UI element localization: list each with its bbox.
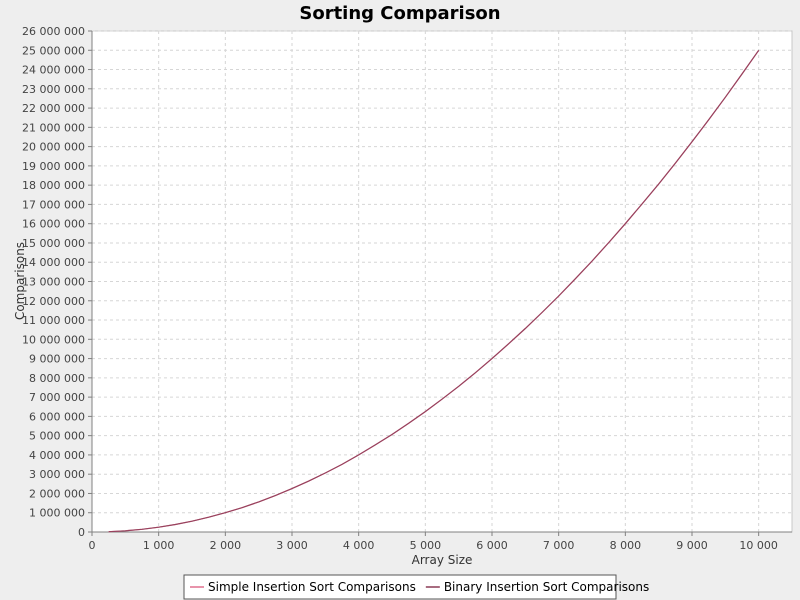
y-tick-label: 2 000 000 <box>29 487 85 500</box>
x-tick-label: 10 000 <box>739 539 778 552</box>
legend: Simple Insertion Sort Comparisons Binary … <box>183 574 649 600</box>
axes: 0 1 000 2 000 3 000 4 000 5 000 6 000 7 000 8 00… <box>22 25 792 552</box>
x-tick-label: 3 000 <box>276 539 308 552</box>
x-tick-label: 8 000 <box>610 539 642 552</box>
y-tick-label: 11 000 000 <box>22 314 85 327</box>
y-tick-label: 22 000 000 <box>22 102 85 115</box>
x-tick-label: 1 000 <box>143 539 175 552</box>
y-tick-label: 20 000 000 <box>22 141 85 154</box>
y-tick-label: 25 000 000 <box>22 44 85 57</box>
y-tick-label: 3 000 000 <box>29 468 85 481</box>
y-tick-label: 17 000 000 <box>22 198 85 211</box>
y-tick-label: 19 000 000 <box>22 160 85 173</box>
chart-title: Sorting Comparison <box>299 3 500 24</box>
x-tick-label: 9 000 <box>676 539 708 552</box>
legend-box <box>183 574 617 600</box>
x-tick-label: 6 000 <box>476 539 508 552</box>
y-tick-label: 7 000 000 <box>29 391 85 404</box>
grid-lines <box>91 30 792 533</box>
y-tick-label: 23 000 000 <box>22 83 85 96</box>
x-tick-label: 0 <box>89 539 96 552</box>
x-tick-label: 4 000 <box>343 539 375 552</box>
y-tick-label: 26 000 000 <box>22 25 85 38</box>
legend-label-2: Binary Insertion Sort Comparisons <box>444 580 649 594</box>
y-tick-label: 16 000 000 <box>22 218 85 231</box>
y-tick-label: 6 000 000 <box>29 410 85 423</box>
y-tick-label: 4 000 000 <box>29 449 85 462</box>
y-tick-label: 15 000 000 <box>22 237 85 250</box>
y-axis-title: Comparisons <box>13 242 27 320</box>
x-tick-label: 7 000 <box>543 539 575 552</box>
x-tick-label: 2 000 <box>210 539 242 552</box>
y-tick-label: 9 000 000 <box>29 353 85 366</box>
y-tick-label: 21 000 000 <box>22 121 85 134</box>
y-tick-label: 13 000 000 <box>22 276 85 289</box>
y-tick-label: 18 000 000 <box>22 179 85 192</box>
legend-items: Simple Insertion Sort Comparisons Binary … <box>190 580 649 594</box>
y-tick-label: 0 <box>78 526 85 539</box>
y-tick-label: 10 000 000 <box>22 333 85 346</box>
y-tick-label: 1 000 000 <box>29 507 85 520</box>
x-tick-label: 5 000 <box>410 539 442 552</box>
series-lines <box>108 49 760 533</box>
y-tick-label: 14 000 000 <box>22 256 85 269</box>
y-tick-label: 12 000 000 <box>22 295 85 308</box>
x-axis-title: Array Size <box>412 553 473 567</box>
series-line-2 <box>108 49 760 533</box>
y-tick-label: 8 000 000 <box>29 372 85 385</box>
legend-label-1: Simple Insertion Sort Comparisons <box>208 580 416 594</box>
y-tick-label: 5 000 000 <box>29 430 85 443</box>
y-tick-label: 24 000 000 <box>22 64 85 77</box>
